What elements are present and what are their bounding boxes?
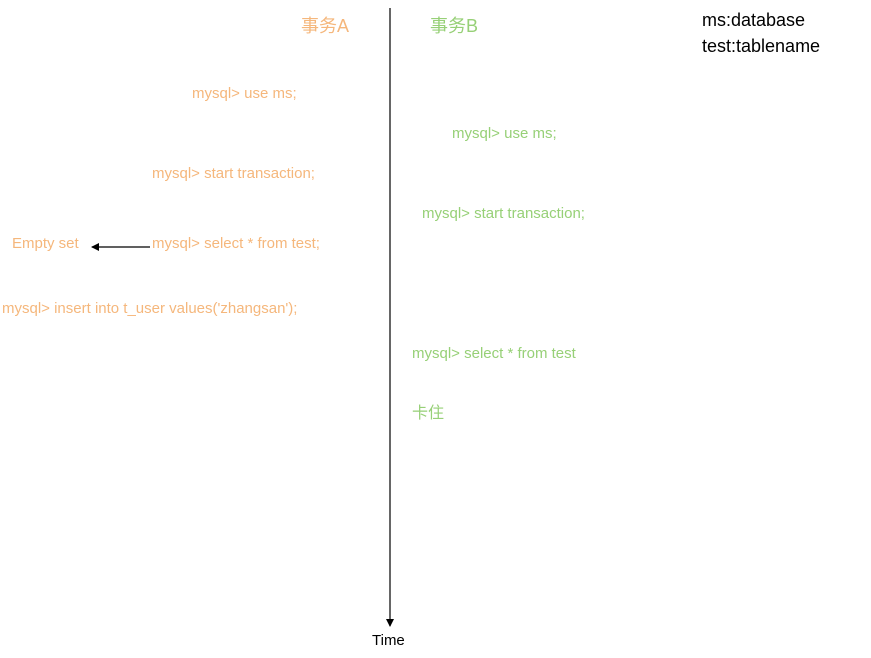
legend: ms:database test:tablename: [702, 7, 820, 59]
transaction-b-step-start: mysql> start transaction;: [422, 205, 585, 222]
legend-table: test:tablename: [702, 36, 821, 56]
timeline-label: Time: [372, 632, 405, 649]
transaction-b-step-use: mysql> use ms;: [452, 125, 557, 142]
transaction-a-step-select: mysql> select * from test;: [152, 235, 320, 252]
transaction-b-step-select: mysql> select * from test: [412, 345, 576, 362]
transaction-a-result: Empty set: [12, 235, 79, 252]
transaction-a-step-use: mysql> use ms;: [192, 85, 297, 102]
transaction-a-title: 事务A: [301, 16, 350, 36]
legend-database: ms:database: [702, 10, 806, 30]
transaction-b-title: 事务B: [430, 16, 479, 36]
transaction-a-step-insert: mysql> insert into t_user values('zhangs…: [2, 300, 298, 317]
transaction-b-blocked: 卡住: [412, 405, 445, 422]
transaction-a-step-start: mysql> start transaction;: [152, 165, 315, 182]
